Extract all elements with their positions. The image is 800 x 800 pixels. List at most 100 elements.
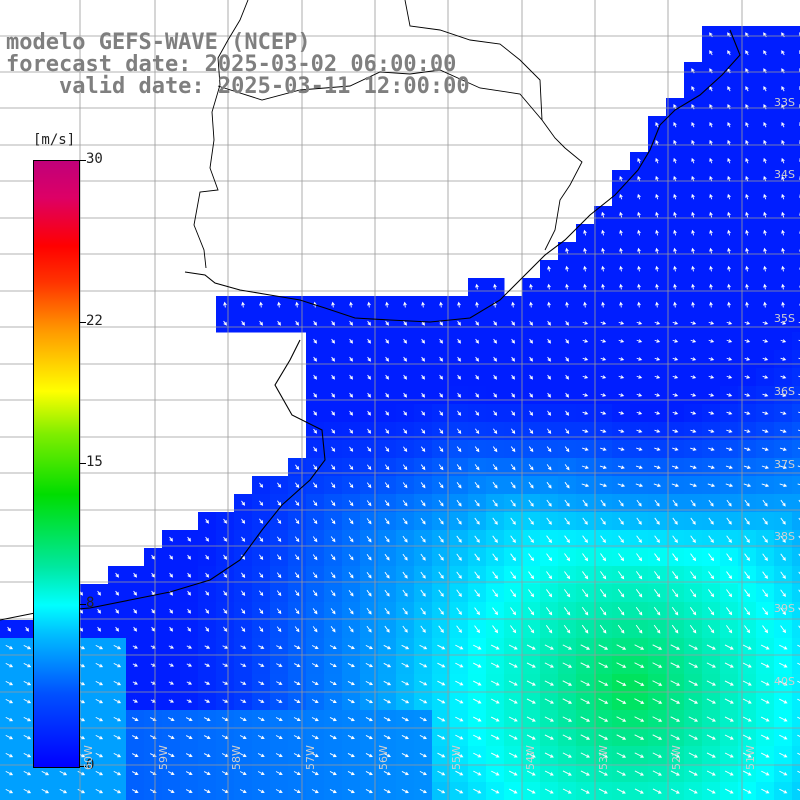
wind-arrow [672, 535, 678, 544]
wind-arrow [744, 339, 751, 343]
wind-arrow [655, 229, 659, 236]
wind-arrow [726, 375, 733, 379]
wind-arrow [455, 734, 464, 740]
wind-arrow [456, 553, 462, 561]
wind-arrow [652, 698, 663, 704]
wind-arrow [781, 104, 785, 110]
wind-arrow [294, 500, 300, 507]
wind-arrow [672, 517, 678, 525]
colorbar-tick [80, 604, 86, 606]
wind-arrow [581, 624, 589, 634]
wind-arrow [634, 698, 645, 704]
wind-arrow [707, 625, 715, 634]
river-border [193, 0, 583, 269]
wind-arrow [241, 536, 246, 542]
wind-arrow [745, 265, 749, 272]
wind-arrow [258, 608, 264, 615]
wind-arrow [565, 247, 569, 254]
wind-arrow [367, 374, 371, 380]
wind-arrow [655, 121, 659, 128]
wind-arrow [294, 626, 300, 633]
wind-arrow [691, 104, 695, 110]
wind-arrow [581, 589, 589, 598]
wind-arrow [618, 429, 625, 433]
wind-arrow [493, 338, 497, 344]
wind-arrow [691, 157, 695, 164]
wind-arrow [473, 680, 482, 686]
wind-arrow [600, 429, 607, 433]
wind-arrow [403, 320, 407, 326]
wind-arrow [403, 392, 407, 398]
wind-arrow [634, 716, 645, 722]
wind-arrow [672, 339, 679, 343]
wind-arrow [367, 338, 371, 344]
wind-arrow [257, 771, 265, 776]
wind-arrow [673, 139, 677, 146]
wind-arrow [23, 662, 32, 668]
wind-arrow [349, 428, 354, 434]
wind-arrow [779, 788, 788, 794]
wind-arrow [582, 339, 589, 343]
wind-arrow [492, 446, 498, 453]
wind-arrow [187, 536, 191, 542]
wind-arrow [113, 716, 122, 722]
wind-arrow [779, 447, 787, 451]
wind-arrow [619, 301, 623, 308]
wind-arrow [760, 698, 770, 704]
wind-arrow [312, 500, 318, 507]
wind-arrow [564, 481, 570, 489]
wind-arrow [402, 553, 408, 561]
wind-arrow [547, 356, 551, 362]
wind-arrow [329, 717, 337, 722]
wind-arrow [724, 680, 734, 686]
wind-arrow [258, 590, 264, 597]
wind-arrow [475, 410, 480, 416]
wind-arrow [329, 645, 337, 650]
wind-arrow [600, 375, 607, 379]
wind-arrow [77, 770, 86, 776]
wind-arrow [347, 699, 355, 704]
wind-cell [792, 152, 800, 171]
wind-arrow [653, 624, 661, 634]
wind-cell [792, 746, 800, 765]
wind-arrow [761, 752, 770, 758]
wind-cell [792, 530, 800, 549]
wind-arrow [547, 428, 552, 435]
wind-arrow [781, 86, 785, 92]
wind-arrow [510, 428, 516, 435]
wind-arrow [618, 357, 625, 361]
wind-arrow [473, 770, 482, 776]
wind-arrow [582, 321, 589, 325]
wind-arrow [276, 626, 282, 633]
wind-arrow [401, 644, 410, 650]
wind-arrow [655, 157, 659, 164]
wind-arrow [672, 321, 679, 325]
wind-arrow [169, 626, 173, 632]
wind-arrow [383, 753, 391, 758]
wind-arrow [475, 283, 479, 290]
wind-arrow [329, 699, 337, 704]
wind-arrow [23, 752, 32, 758]
wind-arrow [780, 393, 787, 397]
longitude-label: 55W [450, 745, 463, 770]
wind-arrow [727, 104, 731, 110]
wind-arrow [203, 717, 211, 721]
wind-arrow [654, 571, 661, 580]
wind-arrow [780, 571, 786, 579]
wind-arrow [401, 735, 409, 740]
wind-arrow [401, 753, 409, 758]
wind-arrow [385, 338, 389, 344]
wind-arrow [562, 698, 573, 704]
wind-arrow [311, 699, 319, 704]
wind-arrow [529, 283, 533, 290]
wind-arrow [420, 553, 426, 561]
wind-arrow [385, 320, 389, 326]
wind-arrow [654, 393, 661, 397]
wind-arrow [565, 356, 569, 362]
wind-arrow [5, 680, 14, 686]
wind-cell [792, 404, 800, 423]
wind-arrow [582, 499, 588, 507]
wind-arrow [709, 86, 713, 92]
wind-arrow [762, 571, 768, 580]
